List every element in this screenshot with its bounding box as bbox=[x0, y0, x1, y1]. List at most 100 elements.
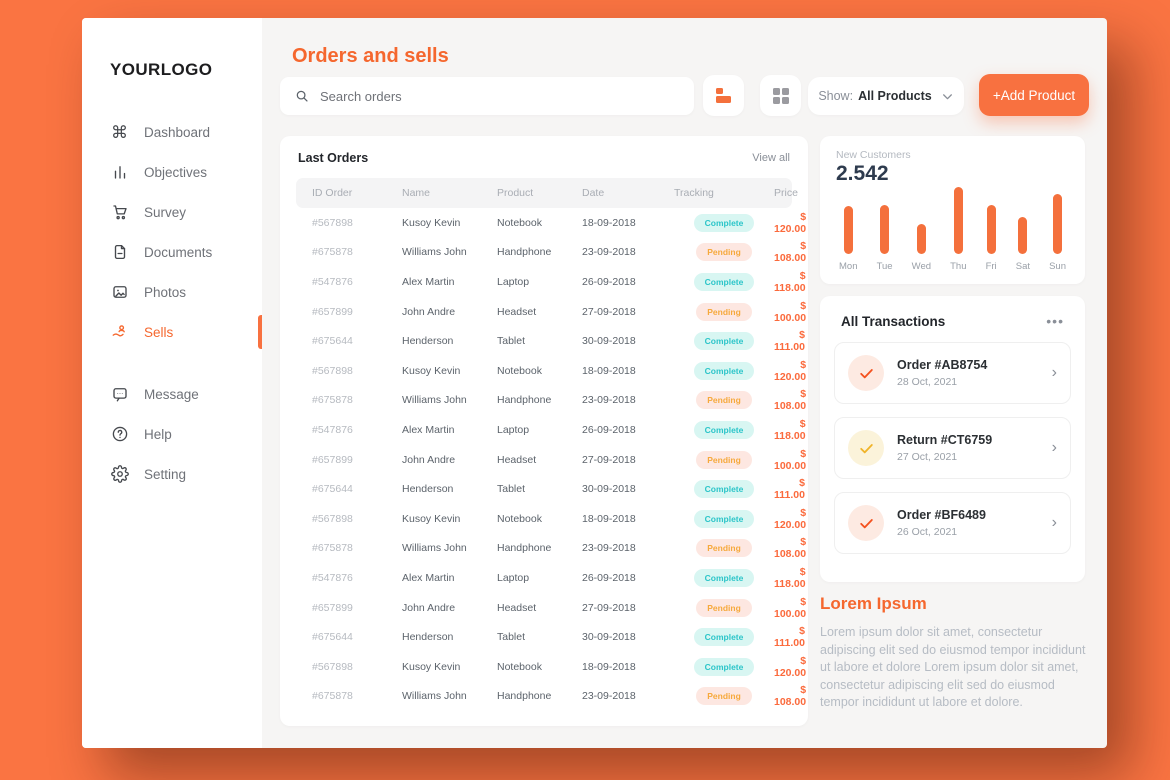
table-row: #675878 Williams John Handphone 23-09-2018 P… bbox=[296, 534, 806, 564]
order-date: 27-09-2018 bbox=[582, 305, 636, 318]
order-date: 18-09-2018 bbox=[582, 216, 636, 229]
ellipsis-menu-icon[interactable]: ••• bbox=[1046, 313, 1064, 329]
order-price: $ 108.00 bbox=[774, 388, 807, 413]
order-price: $ 118.00 bbox=[774, 269, 806, 294]
order-id: #675644 bbox=[312, 631, 353, 644]
transaction-item[interactable]: Return #CT6759 27 Oct, 2021 › bbox=[834, 417, 1071, 479]
search-bar[interactable] bbox=[280, 77, 694, 115]
chart-bar-column: Mon bbox=[839, 206, 857, 272]
check-circle-icon bbox=[848, 505, 884, 541]
lorem-title: Lorem Ipsum bbox=[820, 594, 927, 613]
photos-icon bbox=[110, 283, 129, 302]
transaction-title: Order #AB8754 bbox=[897, 358, 988, 372]
status-badge: Complete bbox=[693, 420, 755, 439]
grid-view-button[interactable] bbox=[760, 75, 801, 116]
add-product-button[interactable]: +Add Product bbox=[979, 74, 1089, 116]
order-name: Kusoy Kevin bbox=[402, 660, 461, 673]
order-id: #567898 bbox=[312, 216, 353, 229]
transaction-item[interactable]: Order #AB8754 28 Oct, 2021 › bbox=[834, 342, 1071, 404]
sidebar-item-sells[interactable]: Sells bbox=[82, 312, 262, 352]
order-id: #657899 bbox=[312, 453, 353, 466]
chevron-right-icon[interactable]: › bbox=[1051, 514, 1057, 531]
order-product: Tablet bbox=[497, 631, 526, 644]
transaction-item[interactable]: Order #BF6489 26 Oct, 2021 › bbox=[834, 492, 1071, 554]
chart-bar bbox=[843, 206, 853, 254]
chevron-right-icon[interactable]: › bbox=[1051, 364, 1057, 381]
order-product: Notebook bbox=[497, 216, 542, 229]
sidebar-item-photos[interactable]: Photos bbox=[82, 272, 262, 312]
column-name: Name bbox=[402, 187, 431, 199]
order-date: 23-09-2018 bbox=[582, 542, 636, 555]
table-row: #657899 John Andre Headset 27-09-2018 Pendin… bbox=[296, 445, 806, 475]
order-id: #675878 bbox=[312, 394, 353, 407]
order-id: #567898 bbox=[312, 512, 353, 525]
order-price: $ 108.00 bbox=[774, 684, 807, 709]
sidebar-item-message[interactable]: Message bbox=[82, 374, 262, 414]
status-badge: Pending bbox=[696, 687, 752, 706]
message-icon bbox=[110, 385, 129, 404]
lorem-body: Lorem ipsum dolor sit amet, consectetur … bbox=[820, 625, 1086, 709]
order-product: Laptop bbox=[497, 423, 530, 436]
transaction-date: 26 Oct, 2021 bbox=[897, 526, 958, 538]
sidebar-nav: ⌘ Dashboard Objectives Survey Documents Photo… bbox=[82, 112, 262, 494]
order-price: $ 118.00 bbox=[774, 417, 806, 442]
order-product: Headset bbox=[497, 453, 537, 466]
table-row: #675878 Williams John Handphone 23-09-2018 P… bbox=[296, 386, 806, 416]
status-badge: Complete bbox=[693, 628, 755, 647]
status-badge: Complete bbox=[693, 509, 755, 528]
sidebar-item-survey[interactable]: Survey bbox=[82, 192, 262, 232]
sidebar-item-label: Survey bbox=[144, 204, 187, 220]
order-price: $ 100.00 bbox=[774, 299, 807, 324]
sells-icon bbox=[110, 323, 129, 342]
column-price: Price bbox=[774, 187, 798, 199]
sidebar-item-help[interactable]: Help bbox=[82, 414, 262, 454]
table-row: #657899 John Andre Headset 27-09-2018 Pendin… bbox=[296, 297, 806, 327]
order-id: #657899 bbox=[312, 305, 353, 318]
new-customers-bar-chart: Mon Tue Wed Thu Fri Sat Sun bbox=[836, 186, 1069, 272]
order-price: $ 120.00 bbox=[774, 210, 807, 235]
chevron-right-icon[interactable]: › bbox=[1051, 439, 1057, 456]
chart-bar-column: Wed bbox=[912, 224, 931, 272]
order-product: Headset bbox=[497, 601, 537, 614]
table-row: #675878 Williams John Handphone 23-09-2018 P… bbox=[296, 238, 806, 268]
table-row: #675644 Henderson Tablet 30-09-2018 Complete… bbox=[296, 326, 805, 356]
sidebar-item-objectives[interactable]: Objectives bbox=[82, 152, 262, 192]
show-label: Show: bbox=[818, 89, 854, 103]
sidebar-item-dashboard[interactable]: ⌘ Dashboard bbox=[82, 112, 262, 152]
survey-cart-icon bbox=[110, 203, 129, 222]
list-view-button[interactable] bbox=[703, 75, 744, 116]
chart-day-label: Sun bbox=[1049, 261, 1066, 272]
search-icon bbox=[296, 90, 308, 102]
order-date: 30-09-2018 bbox=[582, 335, 636, 348]
chart-bar-column: Sun bbox=[1049, 194, 1066, 272]
order-date: 27-09-2018 bbox=[582, 453, 636, 466]
view-all-link[interactable]: View all bbox=[752, 152, 790, 164]
list-view-icon bbox=[716, 88, 731, 103]
chart-day-label: Wed bbox=[911, 261, 932, 272]
order-name: Kusoy Kevin bbox=[402, 216, 461, 229]
search-input[interactable] bbox=[320, 88, 679, 104]
order-product: Tablet bbox=[497, 335, 526, 348]
sidebar-item-label: Sells bbox=[144, 324, 174, 340]
sidebar-item-label: Photos bbox=[144, 284, 187, 300]
table-row: #567898 Kusoy Kevin Notebook 18-09-2018 Comp… bbox=[296, 208, 806, 238]
order-name: Williams John bbox=[402, 394, 467, 407]
order-id: #567898 bbox=[312, 364, 353, 377]
status-badge: Complete bbox=[693, 480, 755, 499]
sidebar-item-label: Setting bbox=[144, 466, 187, 482]
order-id: #547876 bbox=[312, 423, 353, 436]
lorem-section: Lorem Ipsum Lorem ipsum dolor sit amet, … bbox=[820, 594, 1088, 712]
column-date: Date bbox=[582, 187, 605, 199]
order-id: #675878 bbox=[312, 690, 353, 703]
sidebar-item-label: Message bbox=[144, 386, 199, 402]
order-name: John Andre bbox=[402, 601, 456, 614]
sidebar-item-setting[interactable]: Setting bbox=[82, 454, 262, 494]
table-row: #547876 Alex Martin Laptop 26-09-2018 Comple… bbox=[296, 563, 806, 593]
all-transactions-title: All Transactions bbox=[841, 313, 946, 329]
show-products-dropdown[interactable]: Show: All Products bbox=[808, 77, 964, 115]
sidebar-item-label: Objectives bbox=[144, 164, 208, 180]
sidebar-item-documents[interactable]: Documents bbox=[82, 232, 262, 272]
order-price: $ 120.00 bbox=[774, 654, 807, 679]
last-orders-card: Last Orders View all ID Order Name Produ… bbox=[280, 136, 808, 726]
chart-day-label: Thu bbox=[950, 261, 967, 272]
